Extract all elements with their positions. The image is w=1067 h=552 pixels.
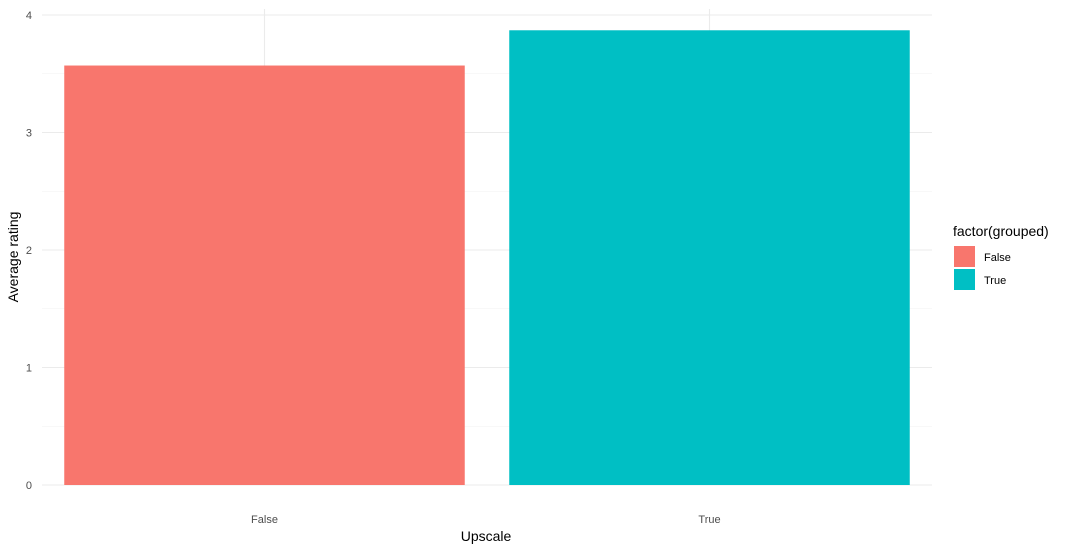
y-tick-label: 3: [26, 128, 32, 140]
y-tick-label: 1: [26, 363, 32, 375]
legend-entries: False True: [954, 246, 1011, 290]
bar-true: [509, 30, 910, 486]
legend-swatch: [954, 246, 975, 267]
y-tick-label: 0: [26, 480, 32, 492]
bar-false: [64, 65, 465, 486]
bars: [64, 30, 910, 486]
y-axis-title: Average rating: [5, 212, 21, 303]
x-tick-label: True: [698, 514, 720, 526]
x-tick-label: False: [251, 514, 278, 526]
legend-title: factor(grouped): [953, 223, 1049, 239]
legend-swatch: [954, 269, 975, 290]
x-axis-title: Upscale: [461, 528, 512, 544]
legend-label: False: [984, 252, 1011, 264]
legend: factor(grouped) False True: [953, 223, 1049, 290]
y-axis-ticks: 0 1 2 3 4: [26, 10, 32, 492]
legend-label: True: [984, 275, 1006, 287]
y-tick-label: 4: [26, 10, 32, 22]
y-tick-label: 2: [26, 245, 32, 257]
x-axis-ticks: False True: [251, 514, 721, 526]
